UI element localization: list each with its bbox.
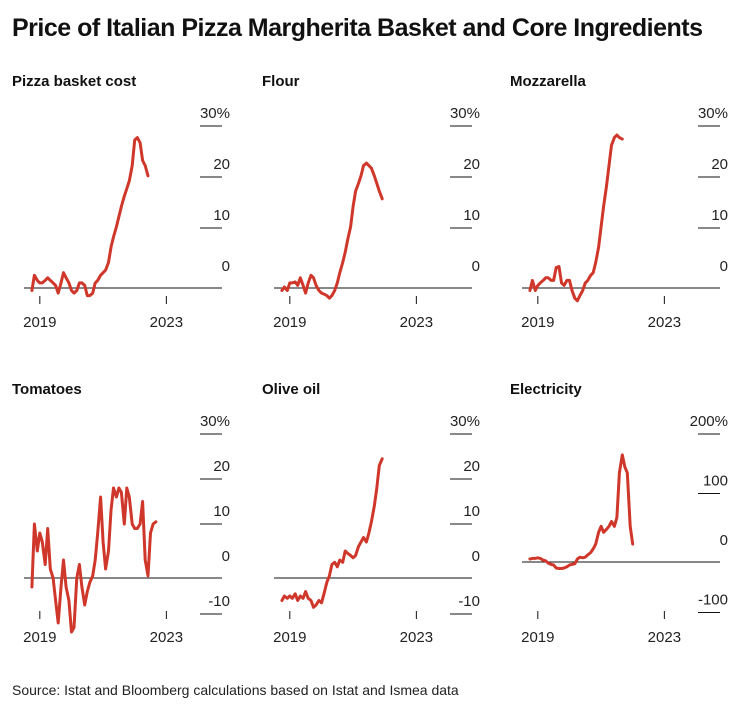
panel-title: Mozzarella [510, 73, 587, 90]
y-tick-label: 30% [450, 105, 480, 122]
y-tick-label: 0 [472, 548, 480, 565]
y-tick-label: 0 [222, 548, 230, 565]
panel-title: Electricity [510, 381, 582, 398]
x-tick-label: 2023 [150, 629, 183, 646]
y-tick-label: 10 [213, 207, 230, 224]
y-tick-label: 0 [472, 258, 480, 275]
x-tick-label: 2019 [23, 314, 56, 331]
y-tick-label: 10 [711, 207, 728, 224]
y-tick-label: 20 [213, 458, 230, 475]
y-tick-label: 0 [720, 532, 728, 549]
y-tick-label: 20 [213, 156, 230, 173]
series-line-flour [280, 161, 384, 300]
y-tick-label: 10 [213, 503, 230, 520]
y-tick-label: -10 [208, 593, 230, 610]
y-tick-label: 30% [200, 105, 230, 122]
series-line-olive-oil [280, 457, 384, 609]
x-tick-label: 2023 [400, 314, 433, 331]
x-tick-label: 2019 [273, 629, 306, 646]
y-tick-label: 100 [703, 473, 728, 490]
source-note: Source: Istat and Bloomberg calculations… [12, 682, 459, 698]
series-line-pizza-basket-cost [30, 136, 150, 298]
panel-title: Pizza basket cost [12, 73, 136, 90]
y-tick-label: 30% [698, 105, 728, 122]
series-line-mozzarella [528, 133, 624, 303]
y-tick-label: 0 [222, 258, 230, 275]
y-tick-label: 20 [711, 156, 728, 173]
chart-main-title: Price of Italian Pizza Margherita Basket… [12, 14, 703, 42]
x-tick-label: 2019 [23, 629, 56, 646]
y-tick-label: 20 [463, 156, 480, 173]
y-tick-label: 0 [720, 258, 728, 275]
y-tick-label: 10 [463, 207, 480, 224]
x-tick-label: 2023 [400, 629, 433, 646]
y-tick-label: -10 [458, 593, 480, 610]
y-tick-label: 30% [200, 413, 230, 430]
y-tick-label: 200% [690, 413, 728, 430]
y-tick-label: 30% [450, 413, 480, 430]
panel-title: Tomatoes [12, 381, 82, 398]
y-tick-label: 10 [463, 503, 480, 520]
panel-title: Flour [262, 73, 300, 90]
x-tick-label: 2023 [648, 629, 681, 646]
series-line-tomatoes [30, 486, 158, 634]
panel-title: Olive oil [262, 381, 320, 398]
x-tick-label: 2019 [273, 314, 306, 331]
series-line-electricity [528, 453, 635, 570]
x-tick-label: 2019 [521, 314, 554, 331]
x-tick-label: 2023 [150, 314, 183, 331]
x-tick-label: 2019 [521, 629, 554, 646]
y-tick-label: 20 [463, 458, 480, 475]
x-tick-label: 2023 [648, 314, 681, 331]
y-tick-label: -100 [698, 592, 728, 609]
